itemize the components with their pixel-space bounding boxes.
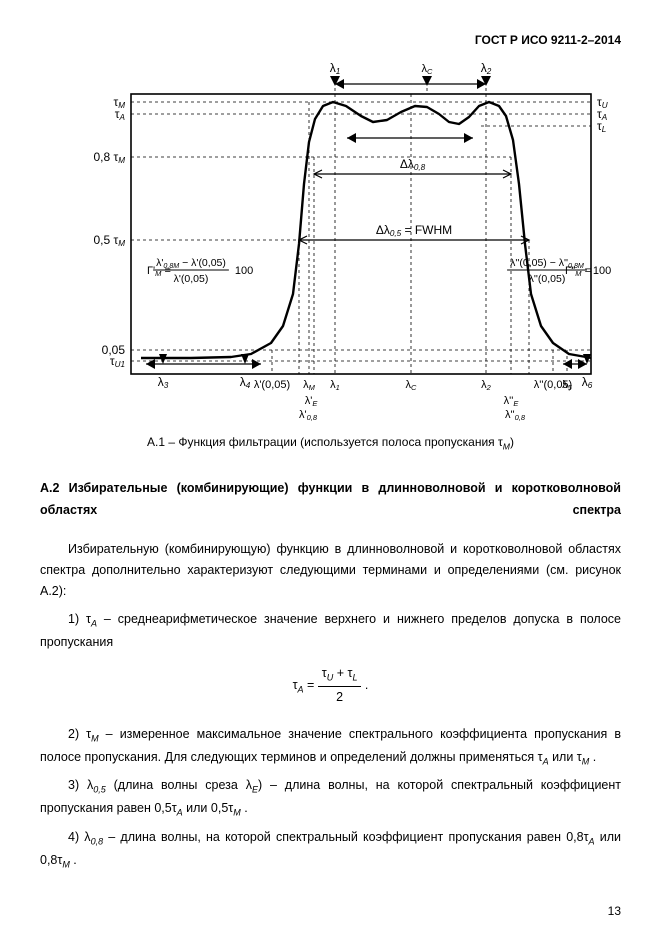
page: ГОСТ Р ИСО 9211-2–2014 τMτUτAτAτL0,8 τM0… [0, 0, 661, 941]
svg-text:0,8 τM: 0,8 τM [93, 150, 125, 165]
para-intro: Избирательную (комбинирующую) функцию в … [40, 539, 621, 603]
svg-text:λ'(0,05): λ'(0,05) [173, 273, 208, 285]
bandpass-diagram: τMτUτAτAτL0,8 τM0,5 τM0,05τU1λ1λCλ2λ'(0,… [51, 54, 611, 422]
item-2: 2) τM – измеренное максимальное значение… [40, 724, 621, 770]
svg-text:λ'0,8: λ'0,8 [299, 409, 318, 422]
item-3: 3) λ0,5 (длина волны среза λE) – длина в… [40, 775, 621, 821]
formula-tau-a: τA = τU + τL2 . [40, 663, 621, 708]
svg-text:λ1: λ1 [330, 379, 340, 392]
svg-text:λC: λC [405, 379, 417, 392]
item-1: 1) τA – среднеарифметическое значение ве… [40, 609, 621, 653]
page-number: 13 [40, 901, 621, 921]
item-4: 4) λ0,8 – длина волны, на которой спектр… [40, 827, 621, 873]
svg-text:λ''0,8: λ''0,8 [504, 409, 525, 422]
svg-text:λ6: λ6 [581, 375, 592, 390]
svg-text:λ4: λ4 [239, 375, 250, 390]
svg-text:100: 100 [234, 265, 252, 277]
svg-text:λ3: λ3 [157, 375, 168, 390]
svg-text:Δλ0,5 = FWHM: Δλ0,5 = FWHM [375, 223, 451, 238]
doc-header: ГОСТ Р ИСО 9211-2–2014 [40, 30, 621, 50]
svg-text:λ'0,8M − λ'(0,05): λ'0,8M − λ'(0,05) [156, 257, 226, 270]
svg-text:λ'(0,05): λ'(0,05) [253, 379, 289, 391]
svg-text:100: 100 [592, 265, 610, 277]
svg-text:λ''E: λ''E [503, 395, 519, 408]
svg-text:Δλ0,8: Δλ0,8 [399, 157, 425, 172]
svg-text:λ2: λ2 [481, 379, 492, 392]
figure-a1: τMτUτAτAτL0,8 τM0,5 τM0,05τU1λ1λCλ2λ'(0,… [40, 54, 621, 422]
svg-text:λ''(0,05): λ''(0,05) [528, 273, 565, 285]
svg-text:λC: λC [421, 63, 433, 76]
section-a2-title: A.2 Избирательные (комбинирующие) функци… [40, 478, 621, 521]
svg-text:λ'E: λ'E [304, 395, 318, 408]
svg-text:λ1: λ1 [329, 61, 340, 76]
svg-text:0,5 τM: 0,5 τM [93, 233, 125, 248]
svg-text:λ2: λ2 [480, 61, 491, 76]
figure-caption: A.1 – Функция фильтрации (используется п… [40, 432, 621, 454]
svg-text:λ''(0,05) − λ''0,8M: λ''(0,05) − λ''0,8M [510, 257, 584, 270]
svg-text:λM: λM [303, 379, 316, 392]
